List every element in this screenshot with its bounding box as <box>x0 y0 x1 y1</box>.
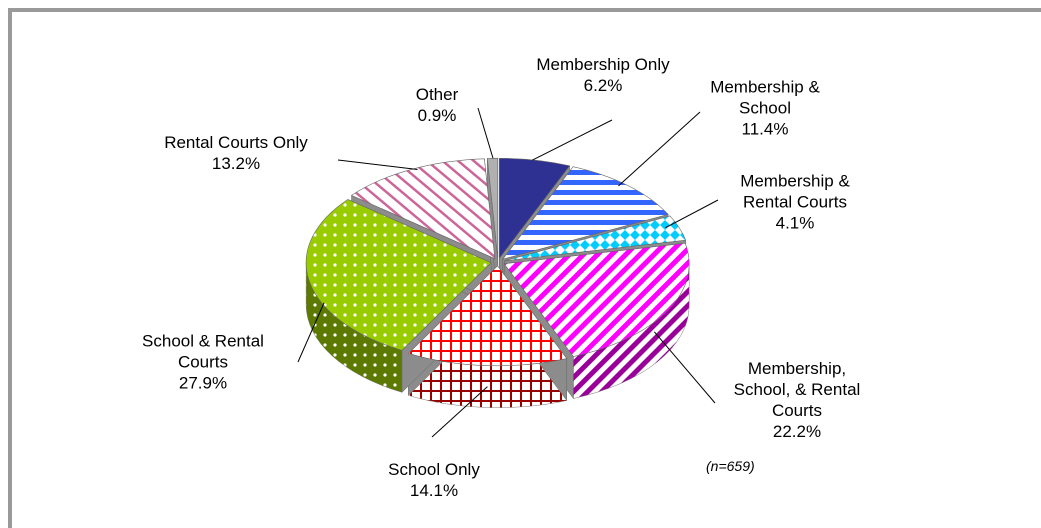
slice <box>350 158 496 260</box>
leader-line <box>653 331 716 404</box>
category-label: School & Rental Courts <box>142 331 264 372</box>
category-label: Membership, School, & Rental Courts <box>733 359 861 420</box>
leader-line <box>297 302 325 363</box>
slice <box>499 157 571 260</box>
slice <box>501 166 669 260</box>
slice-label: Membership & School 11.4% <box>700 77 830 140</box>
leader-line <box>532 119 613 161</box>
value-label: 14.1% <box>409 481 459 500</box>
category-label: Membership & School <box>710 77 820 118</box>
slice-label: Rental Courts Only 13.2% <box>136 132 336 174</box>
value-label: 0.9% <box>417 106 457 125</box>
leader-line <box>337 159 418 171</box>
slice <box>407 265 568 367</box>
slice-label: Membership Only 6.2% <box>503 54 703 96</box>
pie-plot <box>297 107 719 438</box>
value-label: 4.1% <box>775 213 815 233</box>
chart: (n=659) Membership Only 6.2% Membership & … <box>8 8 1041 528</box>
value-label: 11.4% <box>741 119 789 139</box>
value-label: 6.2% <box>583 76 623 95</box>
category-label: Other <box>415 85 459 104</box>
value-label: 27.9% <box>178 373 228 393</box>
category-label: Membership Only <box>536 55 670 74</box>
slice-label: Membership & Rental Courts 4.1% <box>720 171 870 234</box>
slice-label: School & Rental Courts 27.9% <box>128 331 278 394</box>
frame <box>8 8 1041 528</box>
slice-label: School Only 14.1% <box>354 459 514 501</box>
slice <box>504 215 687 262</box>
slice-label: Membership, School, & Rental Courts 22.2% <box>722 358 872 442</box>
category-label: Membership & Rental Courts <box>740 171 850 212</box>
leader-line <box>618 111 701 187</box>
value-label: 22.2% <box>772 422 822 441</box>
category-label: School Only <box>388 460 480 479</box>
slice <box>503 242 690 357</box>
leader-line <box>431 386 488 438</box>
slice-label: Other 0.9% <box>387 84 487 126</box>
leader-line <box>477 107 494 159</box>
annotation: (n=659) <box>706 458 755 474</box>
slice <box>305 199 492 351</box>
value-label: 13.2% <box>211 154 261 173</box>
leader-line <box>665 199 719 229</box>
category-label: Rental Courts Only <box>164 133 308 152</box>
